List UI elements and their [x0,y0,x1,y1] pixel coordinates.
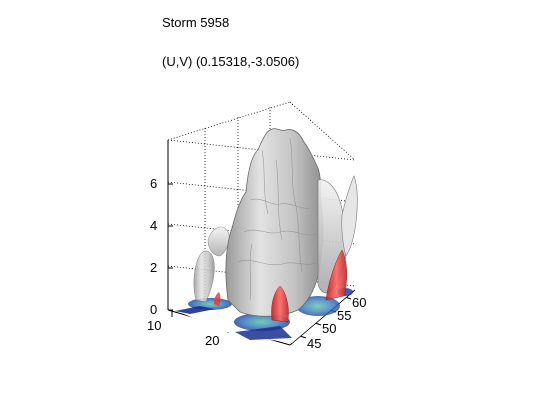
grid-line [289,101,356,161]
x-tick-label: 20 [205,333,219,348]
surface-spike [341,175,358,257]
surface-lobe [193,250,215,303]
grid-line [167,139,356,161]
isosurface [193,128,358,317]
y-tick-label: 50 [322,321,336,336]
figure-title: Storm 5958 [162,15,230,30]
z-tick-label: 0 [150,302,157,317]
red-core [325,249,347,301]
figure-subtitle: (U,V) (0.15318,-3.0506) [162,54,300,69]
surface-main-tower [225,128,324,317]
surface-lobe [207,226,230,257]
surface-texture [237,137,319,301]
y-tick [344,296,352,300]
red-core [214,292,221,306]
y-tick [314,322,322,326]
z-tick-label: 6 [150,176,157,191]
base-patch [235,326,292,340]
y-tick-label: 45 [307,336,321,351]
z-tick-label: 4 [150,218,157,233]
y-tick [299,335,307,339]
base-patch [175,306,215,314]
high-reflectivity-cores [214,249,347,323]
y-tick-label: 55 [337,308,351,323]
x-tick-label: 10 [147,318,161,333]
y-tick-label: 60 [352,295,366,310]
z-tick-label: 2 [150,260,157,275]
red-core [271,285,289,323]
grid-line [167,101,291,141]
